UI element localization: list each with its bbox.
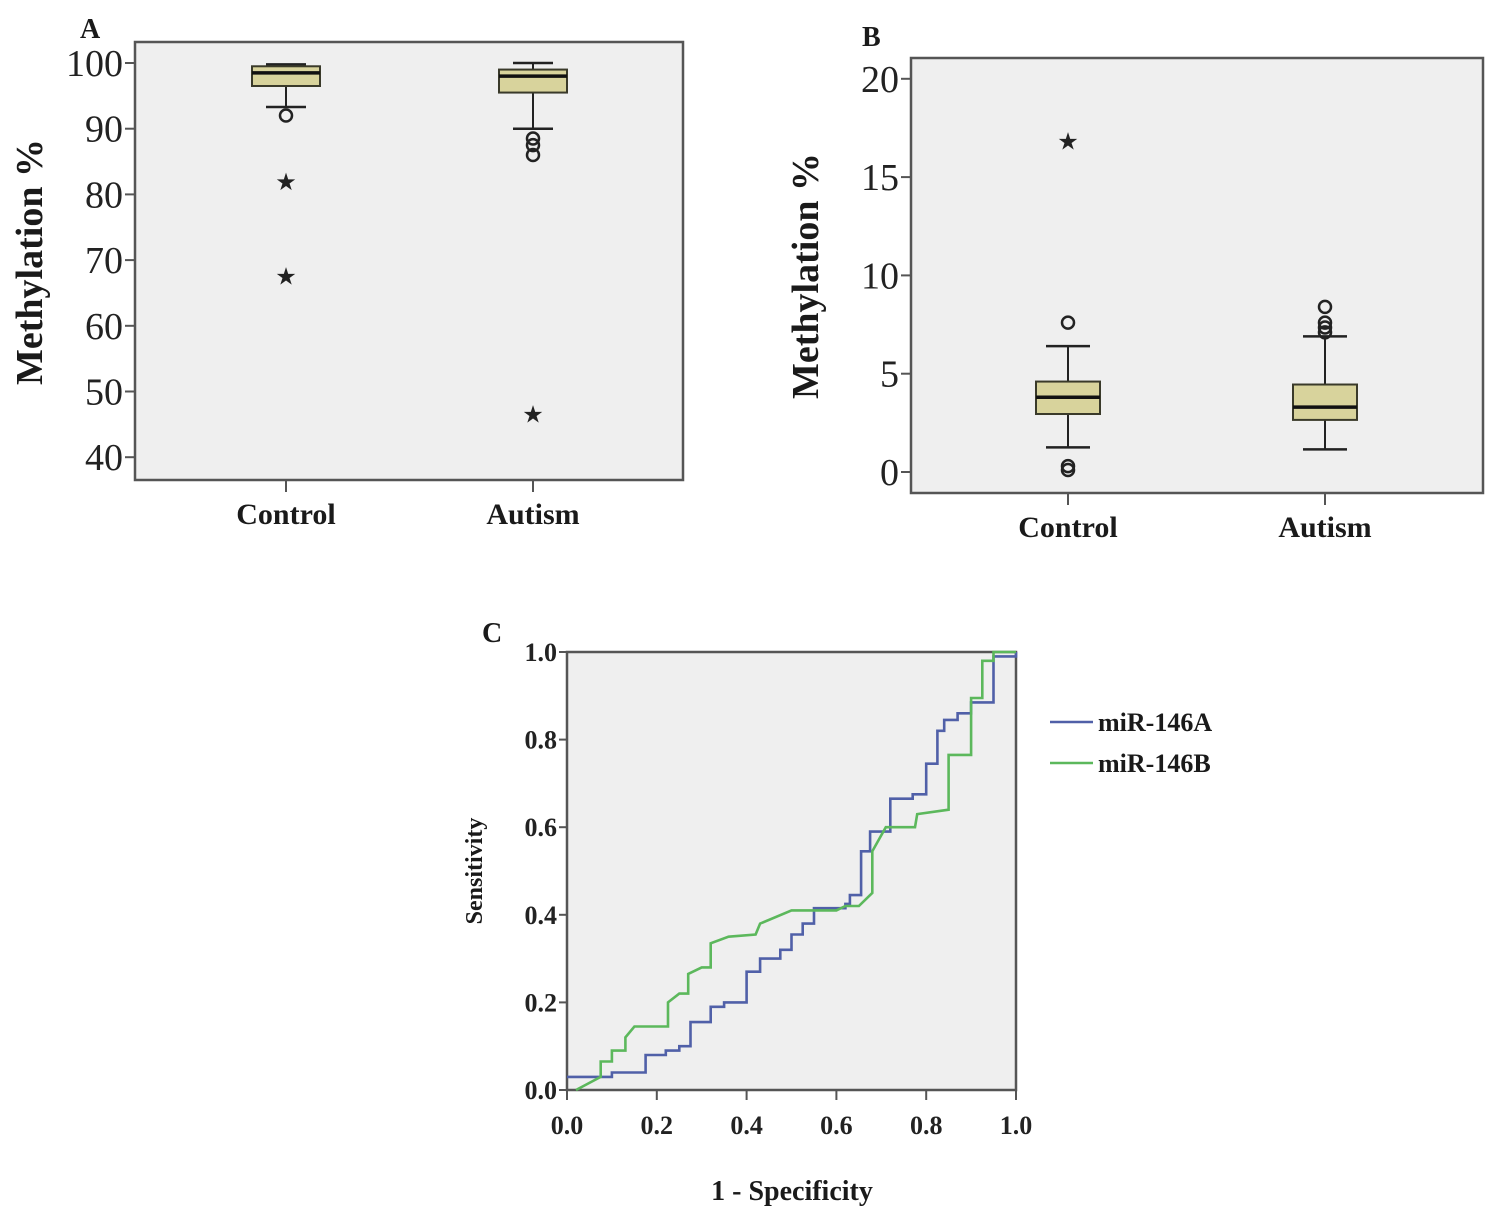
outlier-point (1317, 315, 1333, 330)
panel-c: C 1 - Specificity Sensitivity 0.0 0.0 0.2 0… (462, 618, 1212, 1207)
x-category-label: Autism (486, 498, 579, 531)
outlier-point (1317, 325, 1333, 340)
extreme-point-star: ★ (275, 170, 297, 196)
roc-curve-mir-146a (567, 652, 1018, 1079)
outlier-point (1060, 315, 1076, 330)
y-tick-label: 0.4 (525, 901, 558, 930)
panel-c-y-axis-label: Sensitivity (462, 818, 488, 925)
box-control: ★ (1035, 130, 1101, 478)
y-tick-label: 0.0 (525, 1076, 558, 1105)
roc-curve-mir-146b (575, 650, 1016, 1092)
y-tick-label: 90 (85, 109, 123, 151)
legend-label: miR-146B (1098, 749, 1211, 778)
y-tick-label: 0.6 (525, 813, 558, 842)
x-category-label: Control (1018, 511, 1117, 544)
box-autism (1292, 299, 1358, 451)
x-category-label: Control (236, 498, 335, 531)
panel-c-label: C (482, 618, 502, 649)
outlier-point (525, 137, 541, 153)
outlier-point (525, 147, 541, 163)
panel-a: A Methylation % 100 90 80 70 60 50 40 Control A… (9, 14, 685, 531)
panel-a-y-axis-label: Methylation % (9, 139, 51, 385)
y-tick-label: 1.0 (525, 638, 558, 667)
legend-label: miR-146A (1098, 708, 1212, 737)
y-tick-label: 40 (85, 437, 123, 479)
y-tick-label: 10 (861, 255, 899, 297)
panel-b-y-axis-label: Methylation % (785, 153, 827, 399)
y-tick-label: 60 (85, 306, 123, 348)
y-tick-label: 70 (85, 240, 123, 282)
panel-c-x-axis-label: 1 - Specificity (711, 1176, 873, 1207)
y-tick-label: 0 (880, 452, 899, 494)
panel-a-plot-area (133, 40, 685, 482)
panel-b: B Methylation % 20 15 10 5 0 Control Autism ★ (785, 22, 1485, 544)
box-iqr (498, 68, 568, 94)
legend: miR-146A miR-146B (1050, 708, 1212, 778)
extreme-point-star: ★ (275, 265, 297, 291)
box-iqr (1292, 383, 1358, 421)
outlier-point (1317, 299, 1333, 315)
x-category-label: Autism (1278, 511, 1371, 544)
x-tick-label: 0.4 (730, 1111, 763, 1140)
box-iqr (251, 65, 321, 87)
y-tick-label: 100 (66, 43, 123, 85)
y-tick-label: 5 (880, 354, 899, 396)
x-tick-label: 0.6 (820, 1111, 853, 1140)
y-tick-label: 20 (861, 59, 899, 101)
panel-a-label: A (80, 14, 101, 45)
y-tick-label: 80 (85, 174, 123, 216)
outlier-point (1317, 320, 1333, 335)
box-control: ★★ (251, 63, 321, 291)
panel-b-label: B (862, 22, 881, 53)
panel-b-plot-area (909, 56, 1485, 495)
extreme-point-star: ★ (1057, 130, 1079, 156)
box-autism: ★ (498, 61, 568, 429)
y-tick-label: 50 (85, 372, 123, 414)
x-tick-label: 0.2 (641, 1111, 674, 1140)
x-tick-label: 1.0 (1000, 1111, 1033, 1140)
extreme-point-star: ★ (522, 403, 544, 429)
outlier-point (278, 108, 294, 123)
y-tick-label: 0.8 (525, 726, 558, 755)
y-tick-label: 0.2 (525, 988, 558, 1017)
outlier-point (1060, 462, 1076, 478)
outlier-point (525, 131, 541, 146)
x-tick-label: 0.8 (910, 1111, 943, 1140)
y-tick-label: 15 (861, 157, 899, 199)
panel-c-plot-area (565, 650, 1018, 1092)
x-tick-label: 0.0 (551, 1111, 584, 1140)
